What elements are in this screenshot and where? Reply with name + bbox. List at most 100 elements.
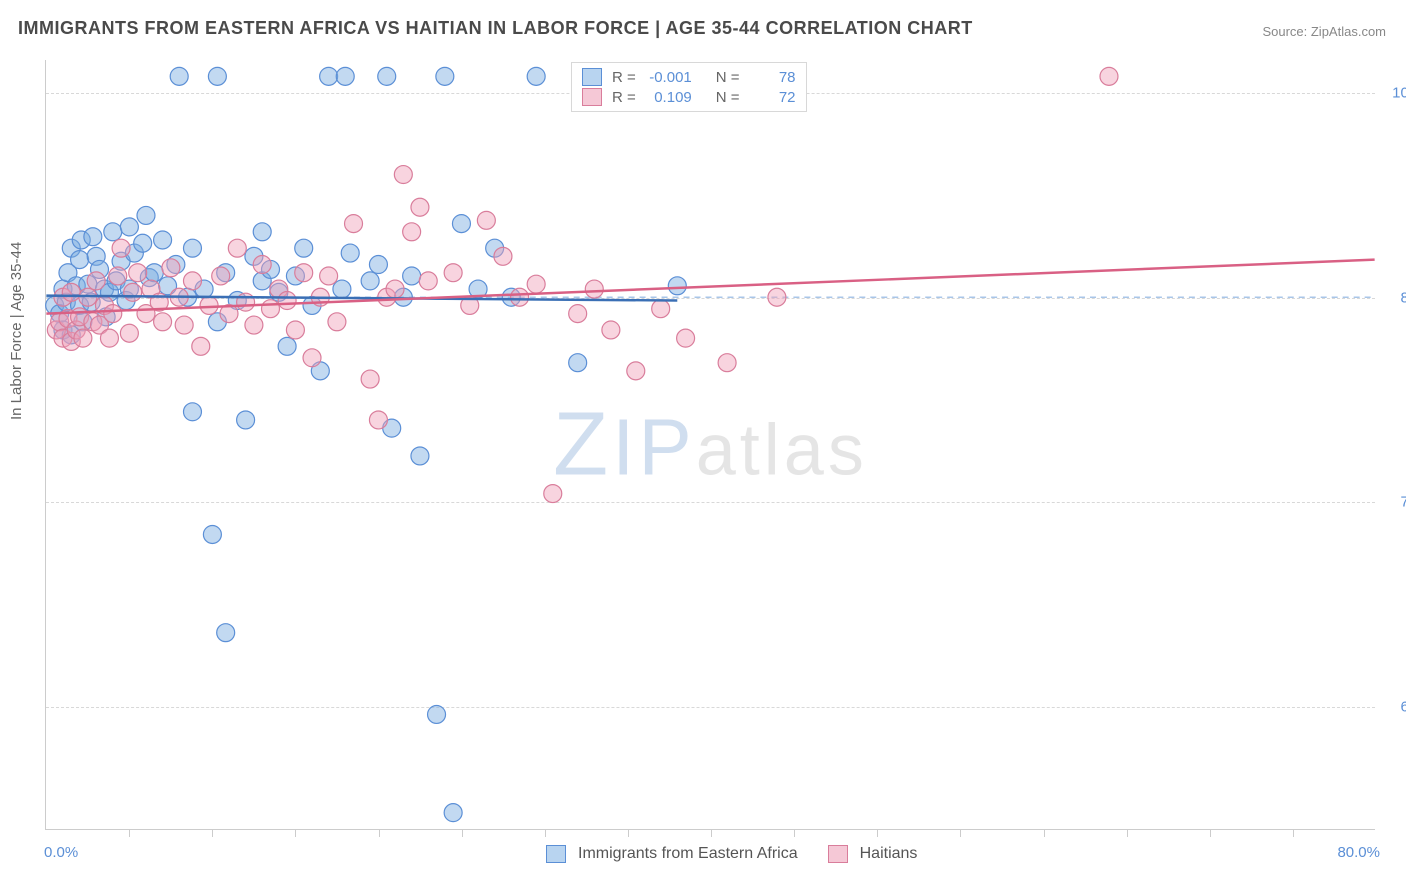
- scatter-point: [1100, 67, 1118, 85]
- y-tick-label: 62.5%: [1400, 699, 1406, 716]
- scatter-point: [100, 329, 118, 347]
- legend-series: Immigrants from Eastern Africa Haitians: [546, 845, 917, 863]
- legend-series-item-1: Haitians: [828, 845, 918, 863]
- scatter-point: [228, 239, 246, 257]
- scatter-point: [378, 67, 396, 85]
- scatter-point: [203, 526, 221, 544]
- scatter-point: [253, 223, 271, 241]
- scatter-point: [333, 280, 351, 298]
- scatter-point: [134, 234, 152, 252]
- scatter-point: [403, 267, 421, 285]
- scatter-point: [345, 215, 363, 233]
- scatter-point: [341, 244, 359, 262]
- scatter-point: [668, 277, 686, 295]
- x-tick: [295, 829, 296, 837]
- scatter-point: [295, 264, 313, 282]
- n-value-0: 78: [746, 69, 796, 86]
- scatter-point: [544, 485, 562, 503]
- scatter-point: [62, 283, 80, 301]
- x-tick: [711, 829, 712, 837]
- scatter-point: [175, 316, 193, 334]
- scatter-point: [183, 239, 201, 257]
- scatter-point: [286, 321, 304, 339]
- scatter-point: [718, 354, 736, 372]
- scatter-point: [278, 292, 296, 310]
- scatter-point: [129, 264, 147, 282]
- legend-series-item-0: Immigrants from Eastern Africa: [546, 845, 798, 863]
- plot-svg: [46, 60, 1375, 829]
- scatter-point: [162, 259, 180, 277]
- scatter-point: [74, 329, 92, 347]
- x-tick: [462, 829, 463, 837]
- scatter-point: [428, 705, 446, 723]
- scatter-point: [104, 223, 122, 241]
- n-label: N =: [716, 69, 740, 86]
- y-tick-label: 87.5%: [1400, 289, 1406, 306]
- scatter-point: [71, 251, 89, 269]
- x-axis-max-label: 80.0%: [1337, 844, 1380, 861]
- scatter-point: [183, 403, 201, 421]
- scatter-point: [192, 337, 210, 355]
- scatter-point: [320, 67, 338, 85]
- scatter-point: [154, 313, 172, 331]
- scatter-point: [124, 283, 142, 301]
- x-tick: [129, 829, 130, 837]
- scatter-point: [278, 337, 296, 355]
- y-tick-label: 75.0%: [1400, 494, 1406, 511]
- scatter-point: [585, 280, 603, 298]
- n-value-1: 72: [746, 89, 796, 106]
- x-tick: [212, 829, 213, 837]
- scatter-point: [170, 67, 188, 85]
- scatter-point: [303, 349, 321, 367]
- legend-series-label-0: Immigrants from Eastern Africa: [578, 845, 798, 863]
- scatter-point: [154, 231, 172, 249]
- scatter-point: [369, 411, 387, 429]
- scatter-point: [411, 198, 429, 216]
- x-tick: [628, 829, 629, 837]
- r-value-0: -0.001: [642, 69, 692, 86]
- r-value-1: 0.109: [642, 89, 692, 106]
- scatter-point: [494, 247, 512, 265]
- trend-line: [46, 260, 1374, 314]
- legend-stats-row-0: R = -0.001 N = 78: [582, 67, 796, 87]
- x-tick: [379, 829, 380, 837]
- scatter-point: [527, 67, 545, 85]
- r-label: R =: [612, 89, 636, 106]
- scatter-point: [419, 272, 437, 290]
- r-label: R =: [612, 69, 636, 86]
- legend-series-swatch-0: [546, 845, 566, 863]
- x-tick: [1210, 829, 1211, 837]
- scatter-point: [104, 305, 122, 323]
- scatter-point: [79, 288, 97, 306]
- scatter-point: [452, 215, 470, 233]
- scatter-point: [200, 296, 218, 314]
- scatter-point: [652, 300, 670, 318]
- scatter-point: [112, 239, 130, 257]
- legend-swatch-1: [582, 88, 602, 106]
- scatter-point: [145, 264, 163, 282]
- scatter-point: [411, 447, 429, 465]
- scatter-point: [137, 206, 155, 224]
- x-tick: [794, 829, 795, 837]
- x-tick: [877, 829, 878, 837]
- x-tick: [1127, 829, 1128, 837]
- x-tick: [1293, 829, 1294, 837]
- scatter-point: [217, 624, 235, 642]
- scatter-point: [208, 67, 226, 85]
- scatter-point: [386, 280, 404, 298]
- n-label: N =: [716, 89, 740, 106]
- scatter-point: [768, 288, 786, 306]
- legend-series-swatch-1: [828, 845, 848, 863]
- scatter-point: [677, 329, 695, 347]
- scatter-point: [403, 223, 421, 241]
- scatter-point: [444, 264, 462, 282]
- scatter-point: [87, 272, 105, 290]
- scatter-point: [527, 275, 545, 293]
- scatter-point: [212, 267, 230, 285]
- scatter-point: [569, 354, 587, 372]
- scatter-point: [328, 313, 346, 331]
- x-tick: [545, 829, 546, 837]
- legend-stats-row-1: R = 0.109 N = 72: [582, 87, 796, 107]
- scatter-point: [627, 362, 645, 380]
- scatter-point: [394, 166, 412, 184]
